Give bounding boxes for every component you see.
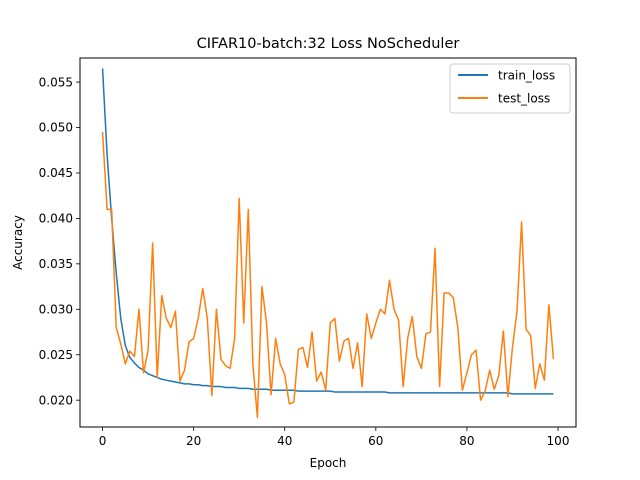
legend-label-train-loss: train_loss xyxy=(498,69,555,83)
y-tick-label: 0.045 xyxy=(39,166,73,180)
x-tick-label: 100 xyxy=(547,434,570,448)
y-tick-label: 0.050 xyxy=(39,121,73,135)
y-axis-label: Accuracy xyxy=(11,215,25,270)
x-tick-label: 60 xyxy=(368,434,383,448)
legend-label-test-loss: test_loss xyxy=(498,92,550,106)
x-tick-label: 0 xyxy=(99,434,107,448)
x-tick-label: 80 xyxy=(459,434,474,448)
chart-title: CIFAR10-batch:32 Loss NoScheduler xyxy=(197,36,460,52)
plot-lines xyxy=(101,68,555,419)
y-tick-label: 0.025 xyxy=(39,348,73,362)
y-tick-label: 0.040 xyxy=(39,212,73,226)
y-tick-label: 0.035 xyxy=(39,257,73,271)
y-tick-label: 0.020 xyxy=(39,393,73,407)
plot-frame xyxy=(79,57,577,428)
legend-box xyxy=(449,63,571,114)
series-line-train-loss xyxy=(101,68,554,395)
x-axis-label: Epoch xyxy=(310,456,347,470)
series-line-test-loss xyxy=(101,132,555,419)
y-tick-label: 0.055 xyxy=(39,75,73,89)
legend: train_loss test_loss xyxy=(449,63,571,114)
x-tick-label: 40 xyxy=(277,434,292,448)
x-axis: 0 20 40 60 80 100 xyxy=(99,427,570,448)
y-tick-label: 0.030 xyxy=(39,303,73,317)
y-axis: 0.020 0.025 0.030 0.035 0.040 0.045 0.050 0.055 xyxy=(39,75,80,407)
x-tick-label: 20 xyxy=(186,434,201,448)
